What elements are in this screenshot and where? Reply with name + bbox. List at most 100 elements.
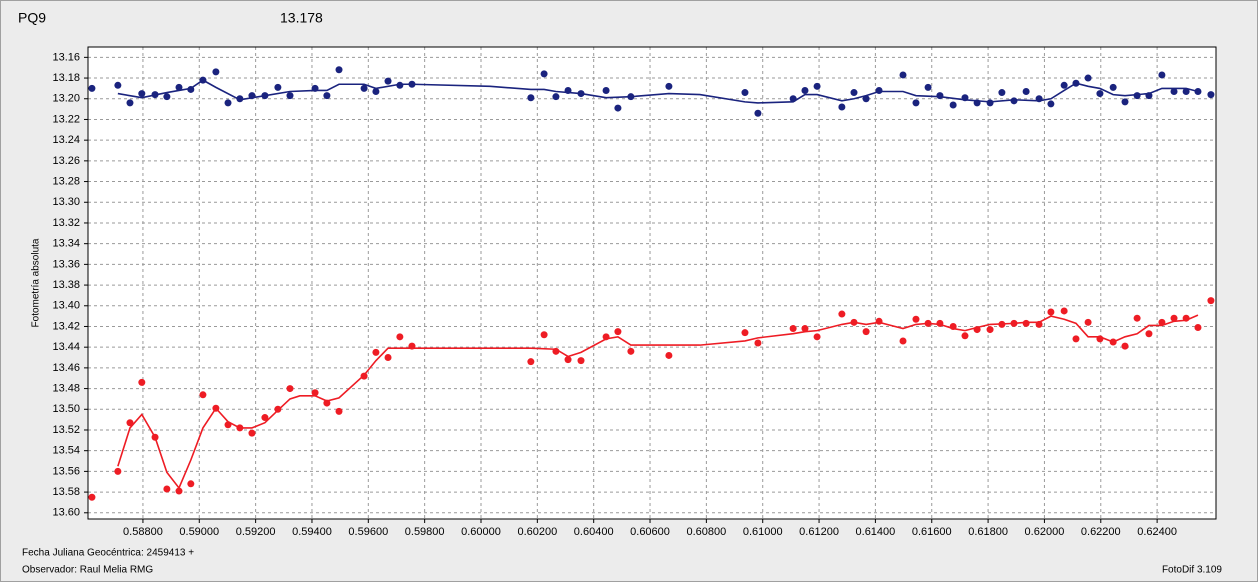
data-point: [1022, 88, 1030, 96]
x-tick-label: 0.60800: [686, 526, 726, 538]
data-point: [1170, 88, 1178, 96]
data-point: [527, 94, 535, 102]
data-point: [754, 339, 762, 347]
data-point: [175, 83, 183, 91]
data-point: [1170, 314, 1178, 322]
data-point: [224, 99, 232, 107]
data-point: [813, 333, 821, 341]
data-point: [248, 429, 256, 437]
x-tick-label: 0.59600: [348, 526, 388, 538]
x-tick-label: 0.59200: [236, 526, 276, 538]
data-point: [540, 331, 548, 339]
y-tick-label: 13.50: [52, 403, 80, 415]
data-point: [126, 99, 134, 107]
data-point: [754, 109, 762, 117]
data-point: [801, 325, 809, 333]
data-point: [602, 86, 610, 94]
x-tick-label: 0.61600: [912, 526, 952, 538]
data-point: [998, 89, 1006, 97]
data-point: [899, 337, 907, 345]
data-point: [1010, 97, 1018, 105]
data-point: [138, 378, 146, 386]
data-point: [187, 480, 195, 488]
y-tick-label: 13.42: [52, 320, 80, 332]
y-tick-label: 13.54: [52, 445, 80, 457]
data-point: [175, 487, 183, 495]
trend-line: [117, 79, 1199, 104]
y-tick-label: 13.18: [52, 72, 80, 84]
data-point: [1133, 314, 1141, 322]
x-tick-label: 0.59800: [405, 526, 445, 538]
data-point: [163, 93, 171, 101]
x-tick-label: 0.61800: [968, 526, 1008, 538]
data-point: [236, 95, 244, 103]
data-point: [552, 93, 560, 101]
x-tick-label: 0.62400: [1137, 526, 1177, 538]
data-point: [1145, 330, 1153, 338]
data-point: [88, 493, 96, 501]
data-point: [1022, 319, 1030, 327]
data-point: [527, 358, 535, 366]
data-point: [540, 70, 548, 78]
data-point: [1096, 90, 1104, 98]
data-point: [212, 68, 220, 76]
data-point: [838, 310, 846, 318]
data-point: [912, 99, 920, 107]
data-point: [114, 81, 122, 89]
data-point: [961, 332, 969, 340]
data-point: [163, 485, 171, 493]
y-tick-label: 13.22: [52, 113, 80, 125]
data-point: [199, 391, 207, 399]
data-point: [384, 354, 392, 362]
data-point: [360, 84, 368, 92]
data-point: [138, 90, 146, 98]
data-point: [627, 347, 635, 355]
data-point: [1182, 88, 1190, 96]
data-point: [1060, 307, 1068, 315]
data-point: [1084, 318, 1092, 326]
data-point: [986, 99, 994, 107]
data-point: [949, 101, 957, 109]
data-point: [665, 351, 673, 359]
data-point: [813, 82, 821, 90]
y-tick-label: 13.40: [52, 300, 80, 312]
data-point: [924, 83, 932, 91]
x-axis-label: Fecha Juliana Geocéntrica: 2459413 +: [22, 548, 194, 559]
data-point: [986, 326, 994, 334]
data-point: [850, 89, 858, 97]
data-point: [1084, 74, 1092, 82]
x-tick-label: 0.62000: [1025, 526, 1065, 538]
chart-subtitle: 13.178: [280, 10, 323, 26]
data-point: [862, 95, 870, 103]
x-tick-label: 0.61000: [743, 526, 783, 538]
data-point: [274, 83, 282, 91]
data-point: [1047, 308, 1055, 316]
data-point: [564, 356, 572, 364]
data-point: [372, 88, 380, 96]
data-point: [1060, 81, 1068, 89]
x-tick-label: 0.59400: [292, 526, 332, 538]
x-tick-label: 0.60000: [461, 526, 501, 538]
data-point: [1133, 92, 1141, 100]
data-point: [741, 329, 749, 337]
y-tick-label: 13.26: [52, 155, 80, 167]
data-point: [665, 82, 673, 90]
observer: Observador: Raul Melia RMG: [22, 565, 153, 576]
data-point: [936, 92, 944, 100]
data-point: [1121, 98, 1129, 106]
data-point: [1194, 324, 1202, 332]
y-tick-label: 13.38: [52, 279, 80, 291]
y-tick-label: 13.58: [52, 486, 80, 498]
y-tick-label: 13.48: [52, 382, 80, 394]
data-point: [311, 389, 319, 397]
data-point: [323, 92, 331, 100]
data-point: [1047, 100, 1055, 108]
data-point: [862, 328, 870, 336]
plot-layer: [84, 47, 1216, 523]
data-point: [789, 325, 797, 333]
data-point: [335, 407, 343, 415]
data-point: [114, 467, 122, 475]
y-tick-label: 13.30: [52, 196, 80, 208]
data-point: [1158, 71, 1166, 79]
